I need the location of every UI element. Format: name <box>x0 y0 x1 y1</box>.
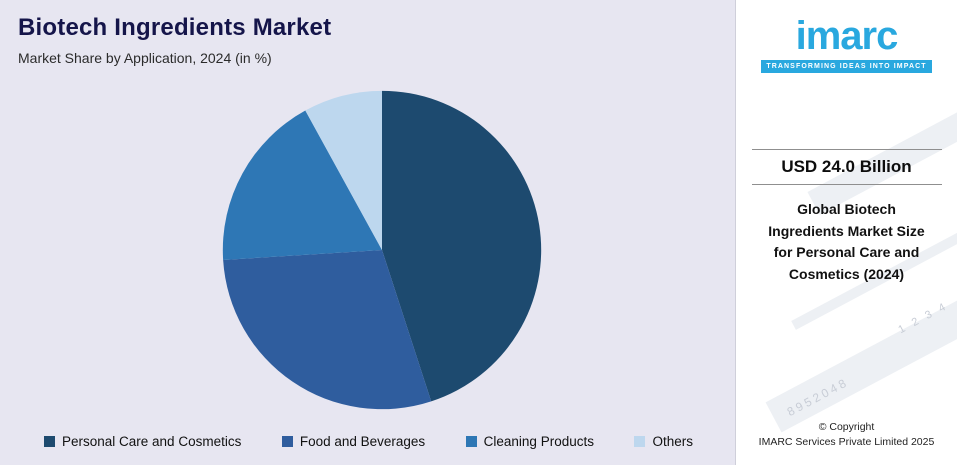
copyright-line-1: © Copyright <box>818 420 875 433</box>
legend-swatch-icon <box>281 436 293 447</box>
pie-slice-1 <box>222 250 431 410</box>
copyright-notice: © Copyright IMARC Services Private Limit… <box>736 420 957 452</box>
pie-slice-3 <box>304 90 382 250</box>
watermark-digits: 8952048 <box>784 374 852 420</box>
legend-item-cleaning-products: Cleaning Products <box>465 434 594 449</box>
stat-block: USD 24.0 Billion Global Biotech Ingredie… <box>751 149 942 286</box>
legend-swatch-icon <box>634 436 646 447</box>
legend-item-others: Others <box>634 434 693 449</box>
imarc-tagline: TRANSFORMING IDEAS INTO IMPACT <box>761 60 932 73</box>
legend-item-personal-care: Personal Care and Cosmetics <box>44 434 241 449</box>
chart-legend: Personal Care and Cosmetics Food and Bev… <box>0 434 735 465</box>
legend-label: Personal Care and Cosmetics <box>62 434 242 449</box>
legend-item-food-beverages: Food and Beverages <box>281 434 426 449</box>
stat-label: Global Biotech Ingredients Market Size f… <box>768 201 925 283</box>
divider <box>751 184 942 185</box>
pie-chart <box>222 90 541 410</box>
stat-value: USD 24.0 Billion <box>781 157 912 176</box>
imarc-logo-text: imarc <box>795 14 899 58</box>
legend-label: Others <box>652 434 693 449</box>
chart-header: Biotech Ingredients Market Market Share … <box>0 0 735 66</box>
watermark-decoration <box>765 261 957 433</box>
chart-subtitle: Market Share by Application, 2024 (in %) <box>18 50 272 66</box>
imarc-logo: imarc TRANSFORMING IDEAS INTO IMPACT <box>761 14 932 73</box>
copyright-line-2: IMARC Services Private Limited 2025 <box>758 436 935 449</box>
chart-title: Biotech Ingredients Market <box>18 14 332 41</box>
watermark-digits: 1 2 3 4 <box>896 299 951 337</box>
legend-label: Food and Beverages <box>299 434 426 449</box>
chart-panel: Biotech Ingredients Market Market Share … <box>0 0 735 465</box>
legend-swatch-icon <box>44 436 55 447</box>
pie-slice-0 <box>381 90 541 402</box>
legend-label: Cleaning Products <box>483 434 594 449</box>
pie-area <box>0 66 735 434</box>
brand-side-panel: 1 2 3 4 8952048 imarc TRANSFORMING IDEAS… <box>735 0 957 465</box>
pie-slice-2 <box>222 110 382 260</box>
legend-swatch-icon <box>465 436 477 447</box>
